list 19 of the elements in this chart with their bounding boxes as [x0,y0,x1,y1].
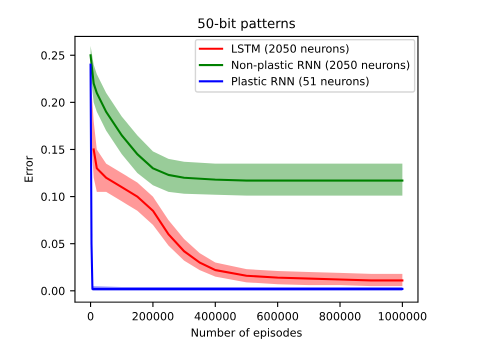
legend-label: Non-plastic RNN (2050 neurons) [232,60,410,72]
x-tick-label: 600000 [257,312,298,320]
y-tick-label: 0.10 [41,192,65,201]
y-tick-label: 0.05 [41,240,64,248]
x-tick-label: 200000 [132,312,174,320]
y-tick-label: 0.20 [41,98,65,107]
x-tick-label: 400000 [194,312,236,320]
y-tick-label: 0.00 [41,286,65,296]
legend-label: Plastic RNN (51 neurons) [232,76,369,87]
y-tick-label: 0.15 [41,145,64,154]
x-tick-label: 1000000 [378,312,426,320]
y-axis-title: Error [24,156,33,182]
x-axis-title: Number of episodes [192,328,302,339]
chart-title: 50-bit patterns [198,18,295,31]
legend-label: LSTM (2050 neurons) [232,44,349,54]
x-tick-label: 800000 [320,312,360,320]
y-tick-label: 0.25 [41,51,64,60]
x-tick-label: 0 [88,312,94,320]
line-series [92,148,404,282]
